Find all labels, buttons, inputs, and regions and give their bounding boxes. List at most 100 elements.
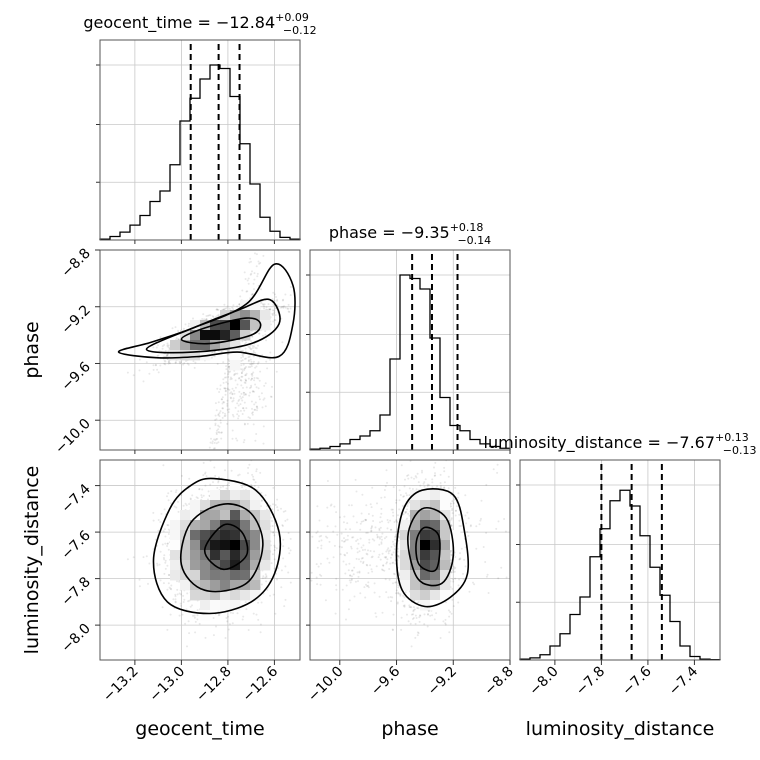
scatter-point	[237, 400, 240, 402]
scatter-point	[281, 299, 284, 302]
scatter-point	[217, 414, 220, 417]
scatter-point	[240, 364, 243, 367]
scatter-point	[253, 278, 256, 281]
scatter-point	[264, 382, 267, 385]
scatter-point	[247, 366, 250, 368]
density-frame-1-0	[99, 249, 301, 451]
scatter-point	[191, 494, 194, 497]
scatter-point	[166, 524, 169, 526]
scatter-point	[182, 504, 185, 507]
scatter-point	[272, 291, 275, 294]
scatter-point	[175, 489, 178, 492]
scatter-point	[256, 409, 258, 412]
scatter-point	[186, 362, 189, 365]
scatter-point	[209, 427, 211, 430]
scatter-point	[203, 318, 206, 321]
scatter-point	[166, 564, 169, 567]
scatter-point	[274, 504, 277, 506]
scatter-point	[243, 369, 246, 371]
scatter-point	[273, 319, 276, 321]
scatter-point	[256, 407, 259, 410]
scatter-point	[247, 629, 250, 631]
scatter-point	[189, 498, 192, 501]
scatter-point	[216, 486, 219, 489]
scatter-point	[145, 555, 148, 558]
scatter-point	[257, 361, 260, 364]
scatter-point	[273, 567, 276, 570]
scatter-point	[240, 375, 243, 378]
scatter-point	[224, 412, 226, 415]
scatter-point	[251, 413, 254, 416]
scatter-point	[265, 576, 268, 579]
density-cell	[200, 320, 211, 331]
density-panel-phase-vs-geocent_time	[99, 249, 301, 451]
scatter-point	[280, 306, 282, 309]
histogram-frame-phase	[309, 249, 511, 451]
scatter-point	[243, 422, 246, 425]
scatter-point	[227, 628, 230, 631]
scatter-point	[176, 580, 178, 583]
scatter-point	[229, 392, 232, 395]
scatter-point	[142, 556, 145, 559]
scatter-point	[241, 486, 244, 489]
scatter-point	[216, 387, 219, 390]
scatter-point	[239, 395, 242, 398]
scatter-point	[289, 581, 292, 584]
density-cell	[250, 310, 261, 321]
density-cell	[220, 320, 231, 331]
scatter-point	[232, 389, 235, 392]
scatter-point	[226, 408, 229, 411]
scatter-point	[273, 546, 276, 549]
scatter-point	[273, 558, 276, 561]
scatter-point	[287, 307, 290, 310]
scatter-point	[226, 402, 229, 405]
scatter-point	[250, 272, 253, 275]
scatter-point	[272, 320, 275, 323]
scatter-point	[273, 534, 276, 537]
title-median-luminosity_distance: −7.67	[666, 433, 715, 452]
scatter-point	[245, 290, 248, 293]
scatter-point	[274, 307, 277, 310]
scatter-point	[258, 395, 261, 398]
scatter-point	[242, 407, 244, 410]
scatter-point	[217, 481, 220, 484]
scatter-point	[182, 594, 185, 597]
scatter-point	[216, 308, 218, 311]
scatter-point	[272, 312, 275, 315]
scatter-point	[157, 354, 160, 357]
scatter-point	[220, 350, 223, 353]
scatter-point	[253, 379, 256, 382]
scatter-point	[271, 312, 274, 315]
scatter-point	[194, 620, 197, 623]
scatter-point	[251, 411, 254, 414]
scatter-point	[232, 415, 235, 418]
scatter-point	[184, 622, 187, 625]
scatter-point	[273, 299, 276, 302]
scatter-point	[217, 424, 220, 427]
scatter-point	[216, 437, 219, 440]
scatter-point	[281, 341, 284, 344]
scatter-point	[234, 406, 237, 409]
title-prefix-phase: phase =	[329, 223, 401, 242]
scatter-point	[261, 303, 264, 305]
scatter-point	[275, 547, 278, 550]
scatter-point	[217, 441, 220, 444]
scatter-point	[249, 417, 251, 420]
scatter-point	[226, 399, 229, 402]
scatter-point	[259, 471, 262, 474]
scatter-point	[242, 353, 245, 356]
scatter-point	[209, 441, 212, 444]
scatter-point	[241, 413, 244, 415]
scatter-point	[212, 481, 214, 484]
scatter-point	[254, 366, 257, 369]
scatter-point	[240, 349, 243, 352]
scatter-point	[156, 564, 159, 567]
scatter-point	[260, 288, 263, 291]
scatter-point	[257, 260, 260, 263]
density-cell	[200, 330, 211, 341]
scatter-point	[205, 475, 208, 478]
scatter-point	[166, 345, 169, 348]
scatter-point	[164, 567, 167, 570]
scatter-point	[163, 558, 166, 561]
scatter-point	[251, 335, 254, 338]
